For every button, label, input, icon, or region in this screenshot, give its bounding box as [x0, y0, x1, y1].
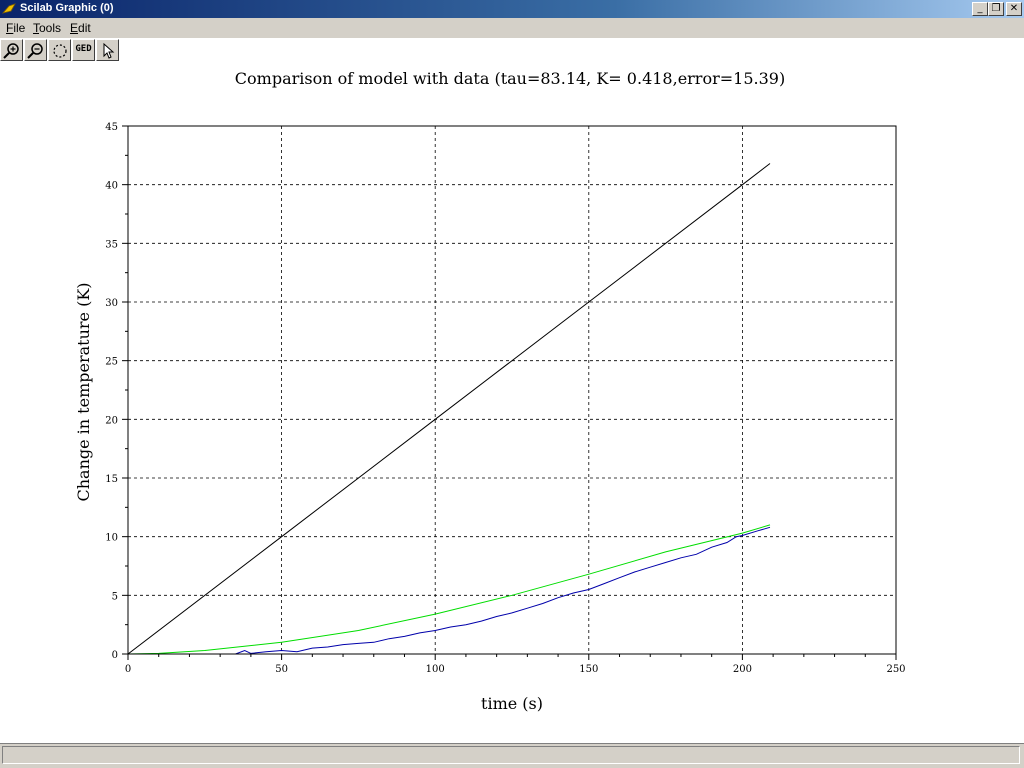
- grid: [128, 126, 896, 654]
- x-tick-label: 150: [579, 664, 598, 675]
- y-tick-label: 25: [105, 357, 118, 368]
- zoom-out-button[interactable]: [24, 39, 47, 61]
- status-bar: [0, 743, 1024, 768]
- scilab-app-icon: [2, 3, 16, 14]
- plot-frame: [127, 125, 897, 655]
- plot-area: Comparison of model with data (tau=83.14…: [74, 69, 906, 713]
- ged-button[interactable]: GED: [72, 39, 95, 61]
- menu-tools[interactable]: Tools: [33, 21, 62, 35]
- x-axis-label: time (s): [481, 694, 543, 713]
- x-tick-label: 250: [886, 664, 905, 675]
- ged-label: GED: [75, 44, 92, 54]
- zoom-in-button[interactable]: [0, 39, 23, 61]
- x-tick-label: 200: [733, 664, 752, 675]
- close-icon: ✕: [1009, 3, 1019, 14]
- x-tick-label: 0: [125, 664, 131, 675]
- zoom-in-icon: [3, 43, 19, 59]
- y-tick-label: 30: [105, 298, 118, 309]
- y-tick-label: 40: [105, 181, 118, 192]
- y-tick-label: 0: [112, 650, 118, 661]
- pointer-button[interactable]: [96, 39, 119, 61]
- close-button[interactable]: ✕: [1006, 2, 1022, 16]
- rotate-icon: [53, 44, 67, 58]
- y-tick-label: 15: [105, 474, 118, 485]
- toolbar: GED: [0, 38, 1024, 62]
- series-line-3: [128, 526, 771, 655]
- x-tick-label: 50: [275, 664, 288, 675]
- restore-icon: ❐: [991, 3, 1001, 14]
- restore-button[interactable]: ❐: [988, 2, 1004, 16]
- zoom-out-icon: [27, 43, 43, 59]
- title-bar: Scilab Graphic (0) _ ❐ ✕: [0, 0, 1024, 18]
- series-line-2: [127, 524, 771, 655]
- menu-bar: File Tools Edit: [0, 18, 1024, 38]
- pointer-icon: [103, 42, 115, 59]
- menu-file[interactable]: File: [6, 21, 26, 35]
- y-tick-label: 20: [105, 415, 118, 426]
- y-tick-label: 10: [105, 533, 118, 544]
- minimize-button[interactable]: _: [972, 2, 988, 16]
- axes: 0 50 100 150 200 250 0 5 10 15 20 25 30 35 40 45: [105, 122, 905, 675]
- series-group: [127, 163, 771, 655]
- menu-edit[interactable]: Edit: [70, 21, 91, 35]
- x-tick-label: 100: [426, 664, 445, 675]
- status-panel: [2, 746, 1020, 764]
- rotate-button[interactable]: [48, 39, 71, 61]
- y-tick-label: 35: [105, 239, 118, 250]
- chart-title: Comparison of model with data (tau=83.14…: [235, 69, 785, 88]
- window-title: Scilab Graphic (0): [20, 2, 114, 14]
- y-tick-label: 5: [112, 591, 118, 602]
- y-axis-label: Change in temperature (K): [74, 282, 93, 501]
- minimize-icon: _: [977, 3, 983, 14]
- series-line-1: [127, 163, 771, 655]
- y-tick-label: 45: [105, 122, 118, 133]
